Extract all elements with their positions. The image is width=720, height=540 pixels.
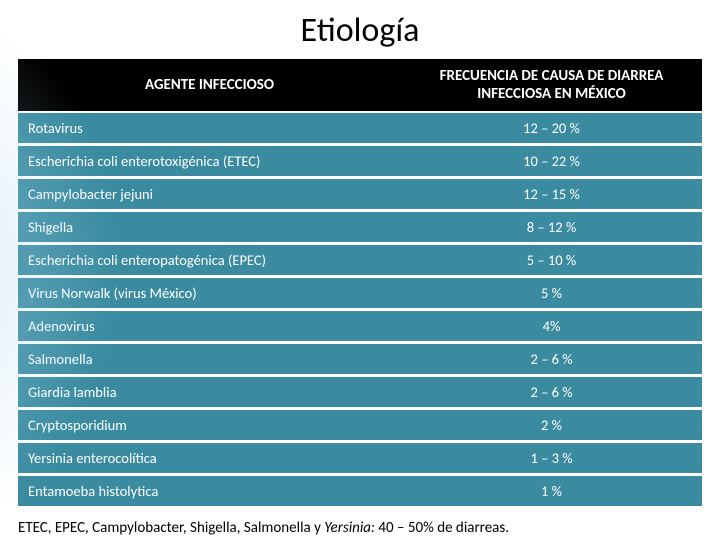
cell-agent: Escherichia coli enterotoxigénica (ETEC) — [18, 145, 401, 178]
cell-agent: Rotavirus — [18, 112, 401, 145]
table-row: Escherichia coli enteropatogénica (EPEC)… — [18, 244, 702, 277]
cell-frequency: 2 % — [401, 409, 702, 442]
col-header-frequency: FRECUENCIA DE CAUSA DE DIARREA INFECCIOS… — [401, 59, 702, 112]
cell-agent: Salmonella — [18, 343, 401, 376]
footnote: ETEC, EPEC, Campylobacter, Shigella, Sal… — [0, 509, 720, 537]
cell-agent: Entamoeba histolytica — [18, 475, 401, 508]
cell-frequency: 12 – 15 % — [401, 178, 702, 211]
cell-frequency: 5 % — [401, 277, 702, 310]
cell-frequency: 1 % — [401, 475, 702, 508]
cell-agent: Campylobacter jejuni — [18, 178, 401, 211]
table-container: AGENTE INFECCIOSO FRECUENCIA DE CAUSA DE… — [0, 59, 720, 509]
table-row: Campylobacter jejuni12 – 15 % — [18, 178, 702, 211]
table-row: Adenovirus4% — [18, 310, 702, 343]
col-header-agent: AGENTE INFECCIOSO — [18, 59, 401, 112]
table-row: Salmonella2 – 6 % — [18, 343, 702, 376]
cell-frequency: 12 – 20 % — [401, 112, 702, 145]
cell-frequency: 1 – 3 % — [401, 442, 702, 475]
cell-frequency: 10 – 22 % — [401, 145, 702, 178]
footnote-and: y — [314, 519, 324, 537]
cell-agent: Yersinia enterocolítica — [18, 442, 401, 475]
table-row: Escherichia coli enterotoxigénica (ETEC)… — [18, 145, 702, 178]
table-row: Yersinia enterocolítica1 – 3 % — [18, 442, 702, 475]
cell-agent: Shigella — [18, 211, 401, 244]
etiology-table: AGENTE INFECCIOSO FRECUENCIA DE CAUSA DE… — [18, 59, 702, 509]
table-row: Virus Norwalk (virus México)5 % — [18, 277, 702, 310]
page-title: Etiología — [0, 0, 720, 59]
cell-agent: Escherichia coli enteropatogénica (EPEC) — [18, 244, 401, 277]
table-row: Rotavirus12 – 20 % — [18, 112, 702, 145]
cell-frequency: 8 – 12 % — [401, 211, 702, 244]
cell-agent: Cryptosporidium — [18, 409, 401, 442]
table-row: Entamoeba histolytica1 % — [18, 475, 702, 508]
footnote-text: 40 – 50% de diarreas. — [378, 519, 509, 537]
cell-frequency: 2 – 6 % — [401, 376, 702, 409]
cell-agent: Virus Norwalk (virus México) — [18, 277, 401, 310]
table-row: Giardia lamblia2 – 6 % — [18, 376, 702, 409]
cell-agent: Adenovirus — [18, 310, 401, 343]
footnote-agents: ETEC, EPEC, Campylobacter, Shigella, Sal… — [18, 519, 314, 537]
table-row: Cryptosporidium2 % — [18, 409, 702, 442]
cell-frequency: 2 – 6 % — [401, 343, 702, 376]
footnote-last-agent: Yersinia: — [324, 519, 378, 537]
table-row: Shigella8 – 12 % — [18, 211, 702, 244]
cell-agent: Giardia lamblia — [18, 376, 401, 409]
cell-frequency: 5 – 10 % — [401, 244, 702, 277]
cell-frequency: 4% — [401, 310, 702, 343]
